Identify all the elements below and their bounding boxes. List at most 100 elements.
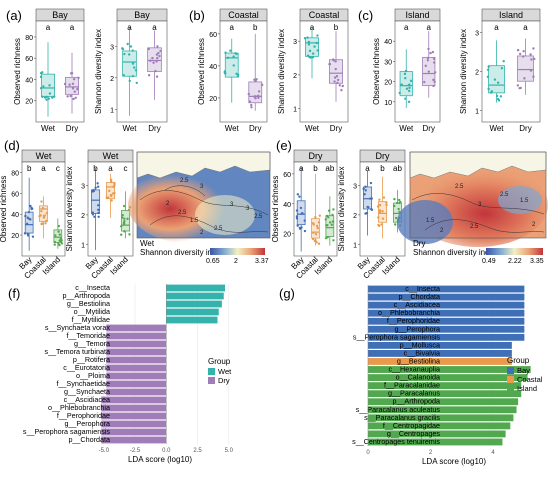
- x-tick-label: Dry: [519, 124, 531, 133]
- significance-letter: a: [152, 23, 157, 32]
- panel-label-b: (b): [189, 8, 205, 23]
- data-point: [378, 203, 382, 207]
- taxon-label: p__Arthropoda: [62, 291, 110, 300]
- y-tick-label: 3: [353, 184, 357, 191]
- map-dry-colorbar: [486, 248, 543, 255]
- data-point: [134, 69, 138, 72]
- data-point: [226, 56, 230, 60]
- data-point: [113, 191, 116, 195]
- data-point: [318, 214, 322, 217]
- data-point: [397, 207, 400, 211]
- data-point: [126, 217, 129, 221]
- taxon-label: g__Bestiolina: [67, 299, 110, 308]
- data-point: [53, 243, 56, 246]
- data-point: [253, 78, 256, 81]
- lda-bar: [368, 414, 514, 422]
- taxon-label: s__Perophora sagamiensis: [23, 427, 111, 436]
- data-point: [487, 87, 490, 91]
- significance-letter: a: [494, 23, 499, 32]
- data-point: [257, 94, 260, 97]
- contour-label: 2.5: [470, 224, 479, 230]
- y-axis-label: Observed richness: [372, 38, 381, 105]
- significance-letter: b: [380, 164, 385, 173]
- data-point: [58, 243, 61, 247]
- data-point: [53, 95, 56, 98]
- data-point: [71, 82, 75, 85]
- data-point: [368, 197, 372, 200]
- data-point: [113, 181, 116, 185]
- significance-letter: c: [124, 164, 128, 173]
- data-point: [156, 45, 159, 48]
- data-point: [295, 217, 299, 220]
- data-point: [110, 180, 113, 184]
- y-tick-label: 2: [353, 213, 357, 220]
- taxon-label: s__Perophora sagamiensis: [353, 332, 441, 341]
- data-point: [366, 205, 369, 209]
- data-point: [336, 78, 340, 82]
- taxon-label: g__Paracalanus: [388, 389, 440, 398]
- data-point: [533, 57, 536, 61]
- data-point: [232, 64, 235, 67]
- lda-bar: [368, 350, 512, 357]
- data-point: [404, 97, 407, 100]
- data-point: [45, 211, 49, 215]
- data-point: [306, 54, 310, 57]
- data-point: [59, 239, 63, 243]
- data-point: [53, 240, 57, 244]
- facet-strip-label: Coastal: [309, 10, 340, 20]
- data-point: [54, 234, 57, 237]
- y-tick-label: 20: [209, 96, 217, 103]
- data-point: [394, 216, 398, 220]
- data-point: [123, 219, 126, 223]
- data-point: [97, 204, 100, 207]
- data-point: [311, 56, 315, 59]
- lda-bar: [166, 284, 225, 292]
- data-point: [516, 48, 520, 52]
- taxon-label: o__Ploima: [76, 371, 110, 380]
- significance-letter: a: [310, 23, 315, 32]
- data-point: [71, 87, 75, 90]
- data-point: [128, 233, 131, 236]
- data-point: [432, 84, 435, 88]
- map-dry: 1.5 2.5 3 2.5 1.5 2 2.5 2 Dry Shannon diversity…: [397, 151, 548, 265]
- data-point: [123, 52, 126, 56]
- legend-swatch: [507, 385, 514, 392]
- data-point: [307, 40, 311, 44]
- data-point: [303, 229, 307, 233]
- taxon-label: f__Paracalanidae: [384, 381, 440, 390]
- y-tick-label: 20: [283, 232, 291, 239]
- data-point: [96, 182, 99, 185]
- data-point: [495, 94, 499, 98]
- data-point: [224, 51, 227, 54]
- y-tick-label: 60: [209, 32, 217, 39]
- x-tick-label: -5.0: [99, 448, 110, 454]
- panel-label-g: (g): [279, 286, 295, 301]
- facet-strip-label: Coastal: [228, 10, 259, 20]
- data-point: [486, 75, 490, 79]
- y-tick-label: 60: [25, 56, 33, 63]
- facet-strip-label: Wet: [36, 151, 52, 161]
- taxon-label: s__Centropages tenuiremis: [352, 437, 440, 446]
- data-point: [333, 76, 337, 79]
- box-coastal: [311, 218, 320, 239]
- data-point: [26, 216, 29, 219]
- taxon-label: f__Perophoridae: [387, 316, 440, 325]
- y-axis-label: Shannon diversity index: [65, 167, 74, 252]
- y-axis-label: Observed richness: [13, 38, 22, 105]
- data-point: [328, 62, 332, 66]
- data-point: [24, 214, 27, 218]
- y-tick-label: 3: [293, 39, 297, 46]
- map-wet-contour: [149, 215, 269, 233]
- lda-bar: [368, 422, 511, 430]
- data-point: [385, 201, 388, 204]
- data-point: [313, 239, 317, 243]
- data-point: [295, 215, 299, 218]
- data-point: [380, 223, 383, 226]
- data-point: [151, 56, 154, 60]
- facet-strip-label: Dry: [376, 151, 390, 161]
- data-point: [298, 226, 302, 230]
- data-point: [315, 41, 318, 45]
- data-point: [317, 242, 321, 245]
